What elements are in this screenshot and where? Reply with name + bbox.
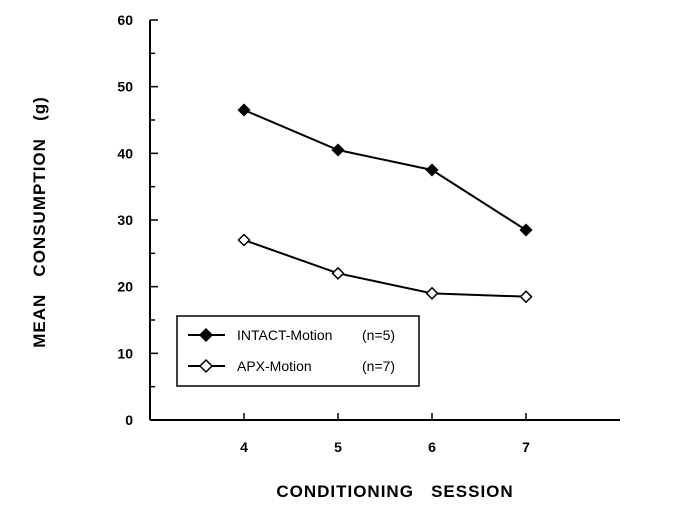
data-point: [519, 223, 533, 237]
legend-label-apx: APX-Motion: [237, 358, 312, 374]
legend-marker-apx: [198, 358, 214, 374]
y-tick-label: 0: [125, 412, 133, 428]
x-tick-label: 6: [428, 439, 436, 455]
data-point: [237, 103, 251, 117]
legend-n-intact: (n=5): [362, 327, 395, 343]
data-point: [237, 233, 251, 247]
series-layer: [237, 103, 533, 304]
x-tick-label: 7: [522, 439, 530, 455]
legend: INTACT-Motion (n=5) APX-Motion (n=7): [176, 315, 420, 387]
y-tick-label: 60: [117, 12, 133, 28]
y-tick-label: 30: [117, 212, 133, 228]
legend-item-apx: APX-Motion (n=7): [188, 358, 395, 374]
data-point: [425, 163, 439, 177]
data-point: [425, 286, 439, 300]
series-line-intact: [243, 109, 527, 231]
data-point: [519, 290, 533, 304]
legend-label-intact: INTACT-Motion: [237, 327, 332, 343]
data-point: [331, 143, 345, 157]
x-axis-title: CONDITIONING SESSION: [276, 482, 513, 501]
x-tick-label: 4: [240, 439, 248, 455]
y-tick-label: 10: [117, 345, 133, 361]
y-axis-title: MEAN CONSUMPTION (g): [30, 96, 49, 348]
legend-box: [176, 315, 420, 387]
y-tick-label: 40: [117, 145, 133, 161]
ticks: 0 10 20 30 40 50 60 4 5 6 7: [117, 12, 530, 455]
legend-marker-intact: [198, 327, 214, 343]
legend-n-apx: (n=7): [362, 358, 395, 374]
y-tick-label: 50: [117, 79, 133, 95]
data-point: [331, 266, 345, 280]
x-tick-label: 5: [334, 439, 342, 455]
series-line-apx: [243, 239, 527, 298]
y-tick-label: 20: [117, 279, 133, 295]
legend-item-intact: INTACT-Motion (n=5): [188, 327, 395, 343]
